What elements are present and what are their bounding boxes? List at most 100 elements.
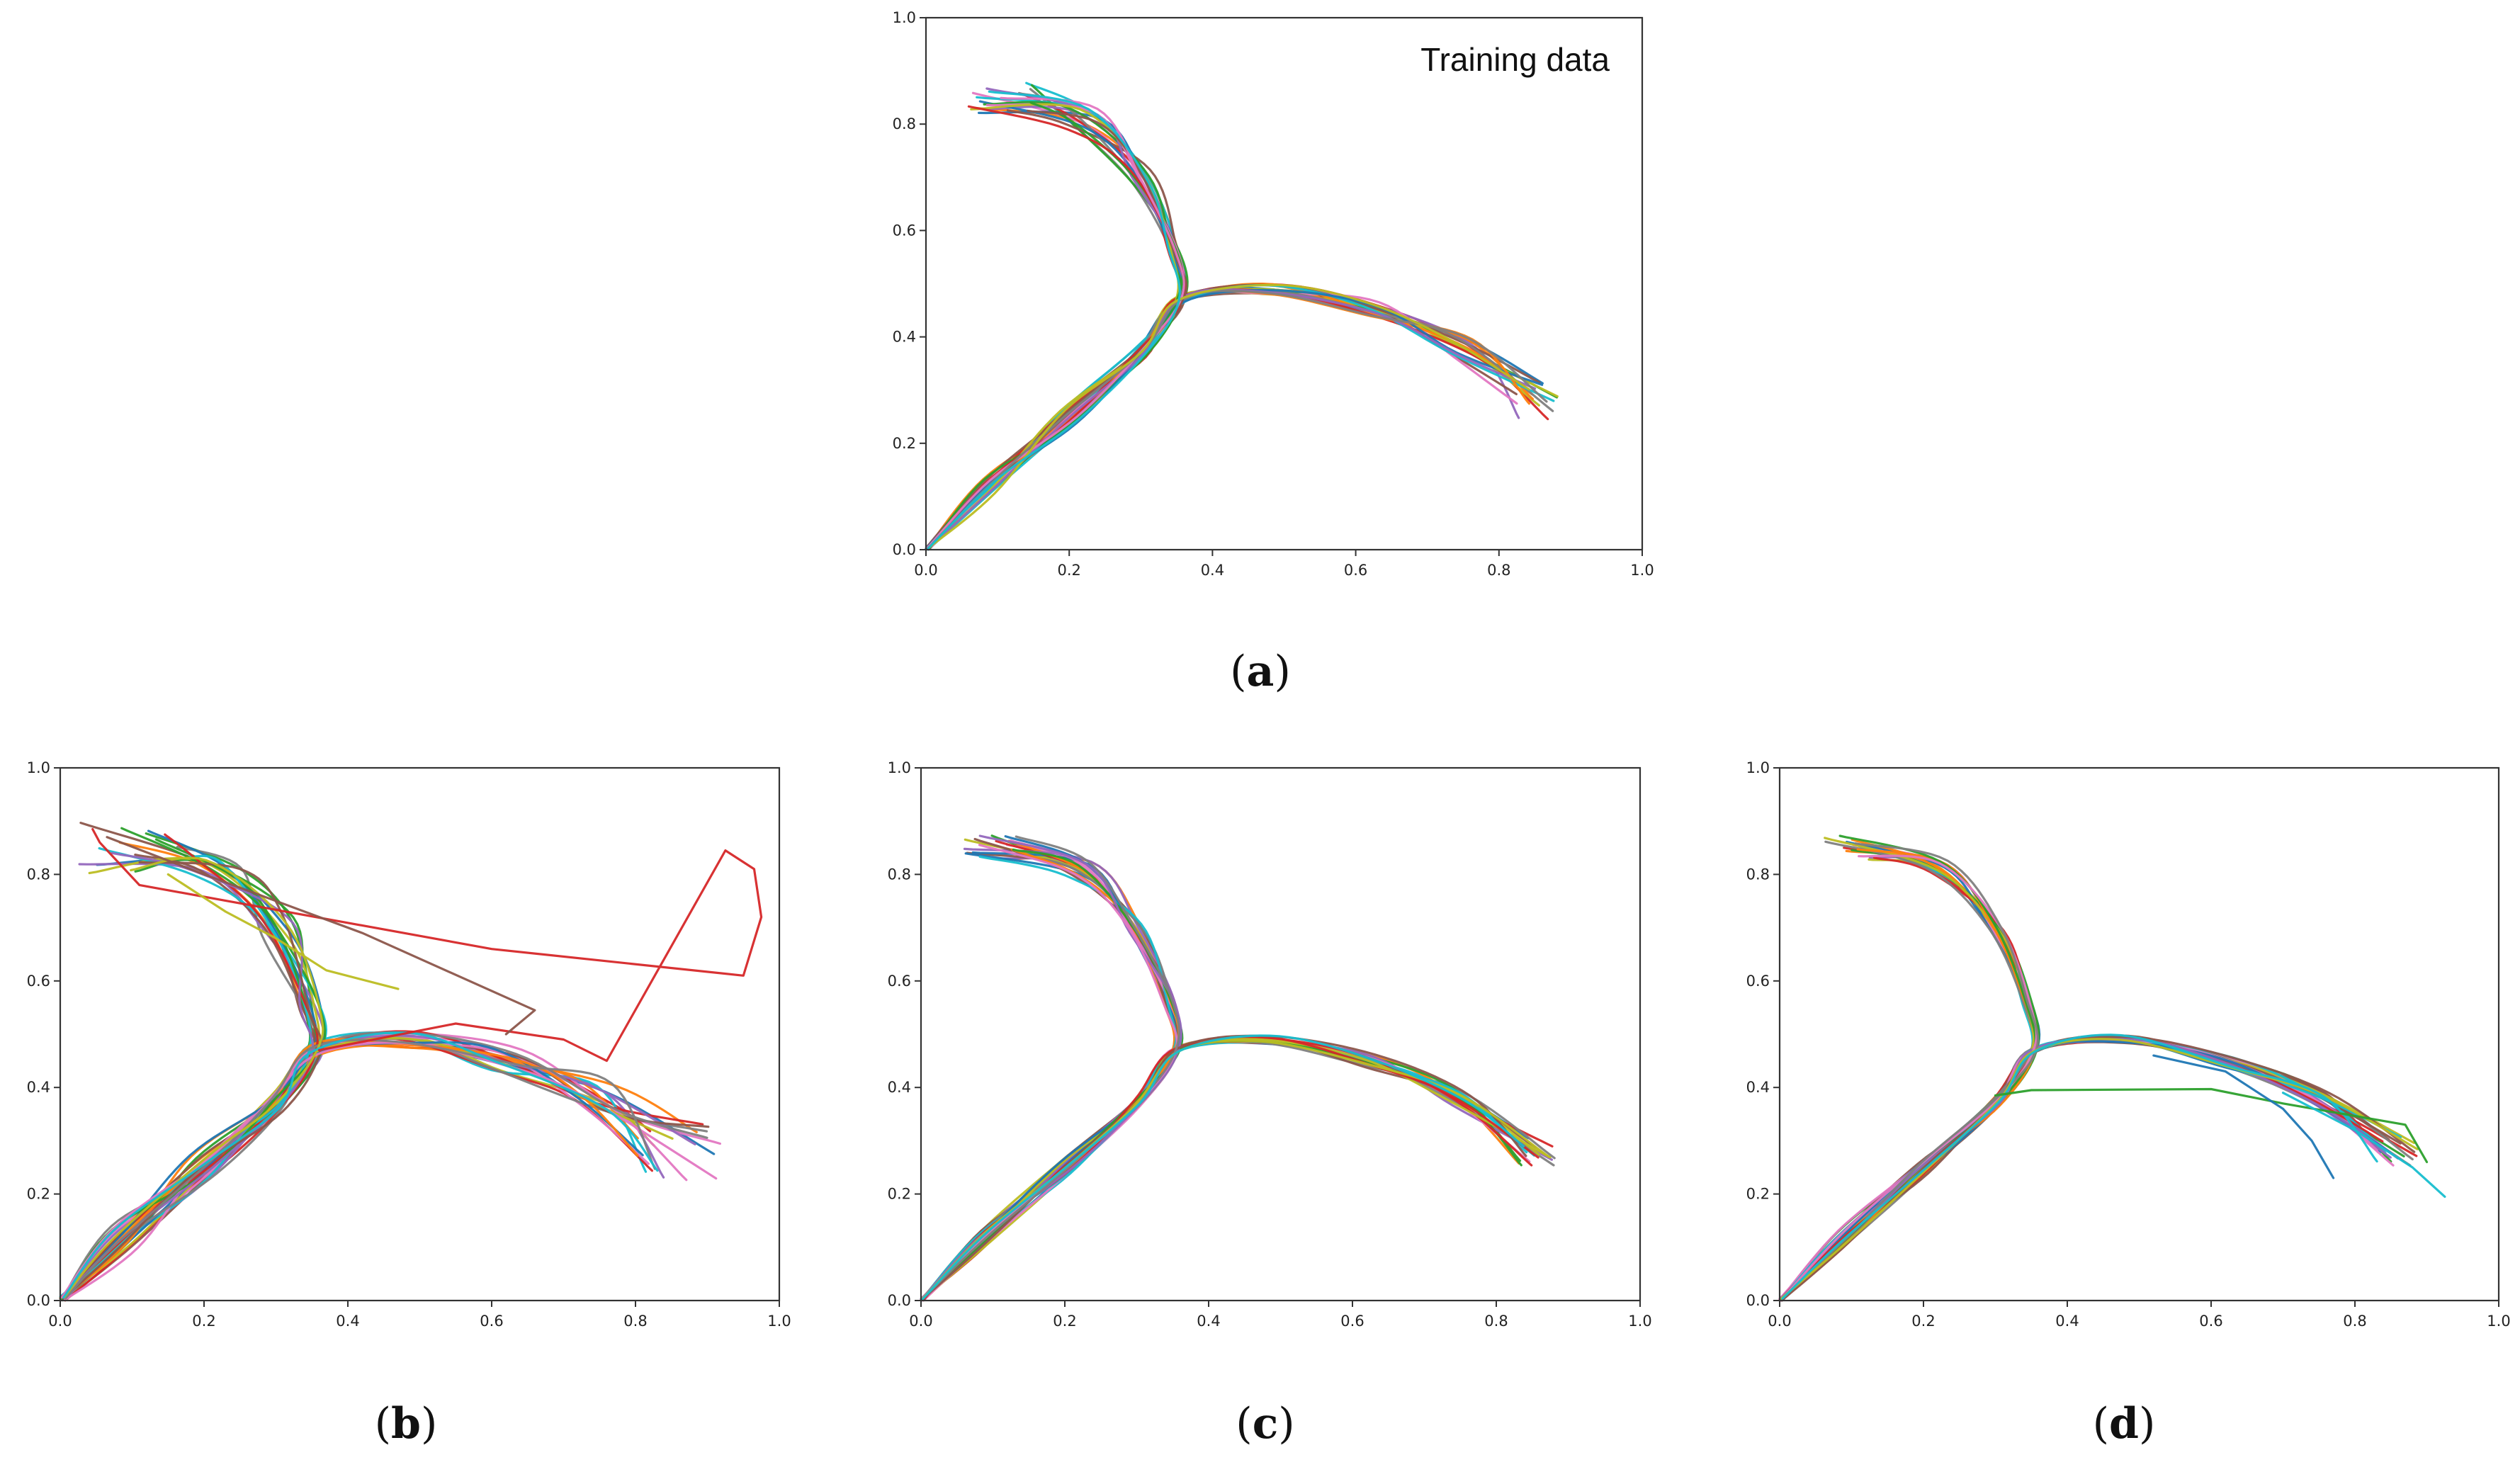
panel-c-y-tick-label: 1.0	[888, 759, 911, 776]
panel-c-trajectory-33	[920, 848, 1184, 1301]
panel-d-trajectory-1	[1780, 848, 2041, 1301]
panel-a-y-tick-label: 1.0	[893, 9, 916, 26]
panel-c-trajectory-7	[920, 843, 1181, 1301]
panel-a-y-tick-label: 0.6	[893, 222, 916, 239]
panel-d-trajectory-19	[1779, 1040, 2416, 1301]
panel-c-y-tick-label: 0.6	[888, 973, 911, 990]
panel-d-trajectory-40	[1781, 1033, 2378, 1300]
panel-b-trajectory-31	[61, 1041, 644, 1301]
panel-b-trajectory-12	[59, 1043, 698, 1300]
panel-c-trajectory-39	[921, 1039, 1550, 1301]
panel-a-x-tick-label: 0.6	[1344, 562, 1367, 579]
panel-d-trajectory-25	[1780, 1038, 2392, 1301]
panel-b-trajectories	[59, 822, 763, 1302]
panel-d-x-ticks: 0.0 0.2 0.4 0.6 0.8 1.0	[1768, 1301, 2511, 1330]
panel-c-trajectory-18	[922, 1038, 1555, 1302]
panel-c-trajectory-4	[920, 1041, 1554, 1301]
panel-d-y-tick-label: 0.2	[1746, 1186, 1770, 1203]
panel-d-trajectory-13	[1779, 1036, 2405, 1302]
panel-c-trajectory-28	[922, 853, 1182, 1301]
panel-d-trajectory-21	[1780, 840, 2037, 1301]
panel-b-x-ticks: 0.0 0.2 0.4 0.6 0.8 1.0	[48, 1301, 791, 1330]
panel-d-outlier-trajectory-1	[1994, 1087, 2429, 1164]
panel-c-trajectory-31	[922, 835, 1182, 1301]
panel-b-trajectory-35	[62, 851, 315, 1298]
panel-d-y-ticks: 0.0 0.2 0.4 0.6 0.8 1.0	[1746, 759, 1780, 1309]
panel-b-trajectory-39	[63, 856, 324, 1298]
panel-b-outlier-trajectory-3	[166, 873, 400, 990]
panel-c-x-tick-label: 0.8	[1484, 1313, 1508, 1330]
panel-c-trajectory-22	[920, 839, 1176, 1301]
panel-a-trajectory-8	[926, 88, 1185, 549]
panel-c-x-tick-label: 0.2	[1053, 1313, 1076, 1330]
panel-c-trajectory-19	[920, 1036, 1540, 1302]
panel-d-trajectory-3	[1779, 1038, 2392, 1301]
panel-a-y-tick-label: 0.0	[893, 541, 916, 558]
panel-a-trajectory-23	[927, 101, 1184, 549]
panel-b-y-tick-label: 1.0	[27, 759, 50, 776]
panel-b-trajectory-19	[59, 856, 320, 1298]
panel-d-x-tick-label: 0.8	[2343, 1313, 2366, 1330]
panel-b-y-tick-label: 0.2	[27, 1186, 50, 1203]
panel-a-trajectory-31	[925, 289, 1544, 550]
panel-a-trajectory-1	[926, 286, 1544, 549]
panel-c-trajectories	[920, 834, 1556, 1302]
panel-b-trajectory-37	[60, 1041, 718, 1298]
panel-d-x-tick-label: 0.2	[1911, 1313, 1935, 1330]
panel-d-trajectory-29	[1780, 837, 2035, 1300]
panel-b-trajectory-26	[62, 1038, 710, 1300]
panel-d-trajectory-30	[1780, 1036, 2402, 1301]
panel-c-trajectory-15	[922, 1039, 1553, 1301]
panel-a-x-tick-label: 0.8	[1487, 562, 1510, 579]
panel-c-y-tick-label: 0.2	[888, 1186, 911, 1203]
panel-a-caption-letter: a	[1247, 647, 1275, 696]
panel-c-y-ticks: 0.0 0.2 0.4 0.6 0.8 1.0	[888, 759, 921, 1309]
panel-c-trajectory-40	[920, 1034, 1525, 1302]
panel-b-trajectory-18	[63, 1037, 708, 1301]
panel-d-y-tick-label: 0.6	[1746, 973, 1770, 990]
panel-a-y-ticks: 0.0 0.2 0.4 0.6 0.8 1.0	[893, 9, 926, 558]
panel-d-axes-frame	[1778, 766, 2500, 1302]
panel-d-trajectory-10	[1778, 844, 2034, 1301]
panel-c-axes-frame	[920, 766, 1642, 1302]
panel-c-trajectory-8	[922, 1039, 1556, 1301]
panel-d-outlier-trajectory-3	[2281, 1092, 2446, 1198]
panel-c-trajectory-34	[922, 1036, 1539, 1301]
panel-d-trajectory-23	[1780, 849, 2040, 1301]
panel-d-y-tick-label: 0.0	[1746, 1292, 1770, 1309]
panel-c: 0.0 0.2 0.4 0.6 0.8 1.0 0.0 0.2 0.4 0.6 0.8 1.0 (c…	[888, 759, 1652, 1449]
panel-d-trajectory-22	[1780, 838, 2036, 1302]
panel-b-x-tick-label: 0.2	[192, 1313, 215, 1330]
panel-d-trajectory-18	[1780, 1034, 2414, 1302]
panel-b-y-tick-label: 0.6	[27, 973, 50, 990]
panel-c-x-tick-label: 1.0	[1628, 1313, 1651, 1330]
panel-d-y-tick-label: 0.4	[1746, 1079, 1770, 1096]
panel-b-trajectory-33	[61, 827, 319, 1301]
panel-a-x-tick-label: 1.0	[1630, 562, 1654, 579]
panel-b-trajectory-25	[63, 1034, 696, 1301]
panel-c-trajectory-29	[922, 1037, 1552, 1301]
panel-c-caption-letter: c	[1253, 1399, 1279, 1449]
panel-a-trajectory-18	[926, 91, 1187, 550]
panel-a-trajectory-38	[926, 289, 1548, 550]
panel-d-trajectory-4	[1781, 846, 2039, 1302]
panel-a-trajectory-26	[925, 283, 1541, 549]
panel-d-x-tick-label: 1.0	[2487, 1313, 2510, 1330]
panel-b-trajectory-28	[64, 1031, 708, 1298]
panel-c-y-tick-label: 0.0	[888, 1292, 911, 1309]
panel-a-trajectory-10	[927, 81, 1185, 551]
panel-b-y-tick-label: 0.0	[27, 1292, 50, 1309]
panel-b-x-tick-label: 0.6	[480, 1313, 503, 1330]
panel-d-trajectory-36	[1780, 1036, 2416, 1302]
panel-d-trajectory-26	[1780, 1041, 2402, 1302]
panel-c-x-tick-label: 0.4	[1197, 1313, 1220, 1330]
panel-d-trajectory-7	[1779, 844, 2036, 1302]
panel-c-trajectory-32	[920, 848, 1180, 1301]
panel-a-y-tick-label: 0.4	[893, 329, 916, 346]
panel-b-y-tick-label: 0.4	[27, 1079, 50, 1096]
panel-a-trajectories	[925, 81, 1559, 551]
panel-c-trajectory-16	[922, 1036, 1537, 1301]
panel-d-x-tick-label: 0.0	[1768, 1313, 1791, 1330]
panel-a-trajectory-40	[927, 90, 1181, 550]
panel-d: 0.0 0.2 0.4 0.6 0.8 1.0 0.0 0.2 0.4 0.6 0.8 1.0 (d…	[1746, 759, 2511, 1449]
